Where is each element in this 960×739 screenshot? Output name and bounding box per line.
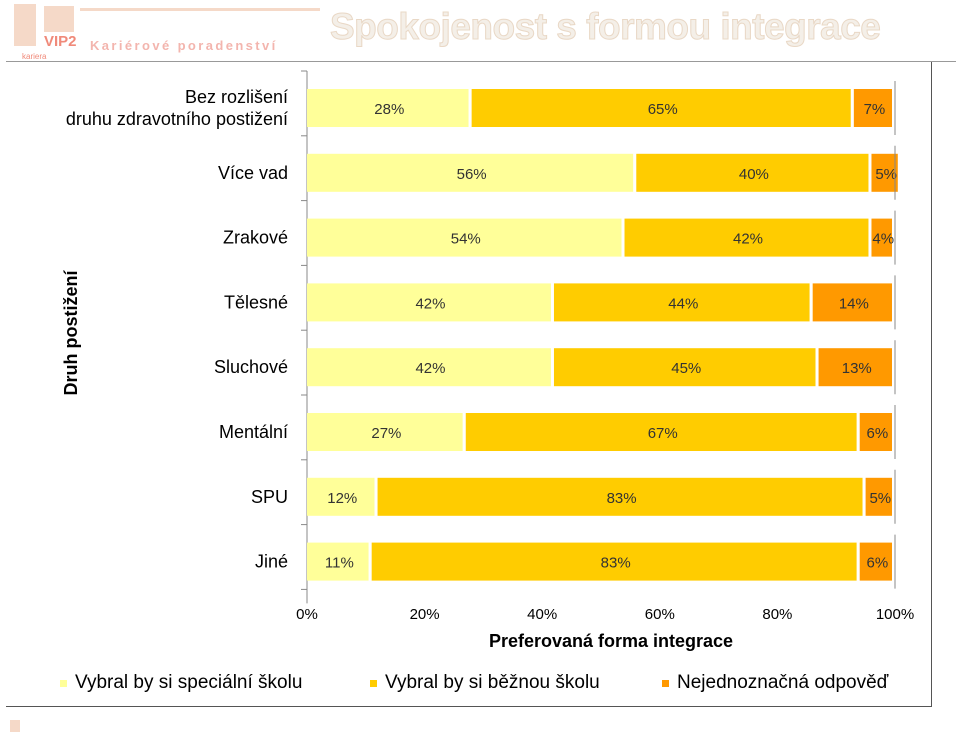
logo-sub: kariera [22,52,47,61]
bar-telesne-series-1 [553,283,810,322]
category-label-telesne: Tělesné [224,292,288,312]
logo-block-right [44,6,74,32]
data-label-vice-vad-series-0: 56% [457,166,487,183]
bar-mentalni-series-1 [465,413,857,451]
bar-telesne-series-2 [812,283,892,322]
bar-bez-rozliseni-series-0 [307,89,469,127]
bar-vice-vad-series-1 [636,153,869,192]
bar-telesne-series-0 [307,283,551,322]
data-label-bez-rozliseni-series-0: 28% [374,101,404,118]
data-label-spu-series-0: 12% [327,490,357,507]
category-label-mentalni: Mentální [219,422,288,442]
x-tick-label: 100% [876,606,914,623]
data-label-jine-series-1: 83% [601,555,631,572]
legend-label-regular: Vybral by si běžnou školu [385,672,600,693]
logo: VIP2 kariera Kariérové poradenství [0,0,330,62]
data-label-zrakove-series-1: 42% [733,231,763,248]
bar-spu-series-2 [865,477,892,516]
data-label-spu-series-1: 83% [607,490,637,507]
category-label-spu: SPU [251,487,288,507]
data-label-telesne-series-2: 14% [839,295,869,312]
chart-frame [6,62,932,707]
category-label-sluchove: Sluchové [214,357,288,377]
data-label-sluchove-series-2: 13% [842,360,872,377]
data-label-sluchove-series-1: 45% [671,360,701,377]
legend-item-regular: Vybral by si běžnou školu [370,672,600,694]
bar-mentalni-series-2 [859,413,892,451]
bar-spu-series-1 [377,477,863,516]
data-label-bez-rozliseni-series-1: 65% [648,101,678,118]
data-label-vice-vad-series-2: 5% [875,166,897,183]
legend-swatch-ambiguous [662,679,669,687]
legend-label-special: Vybral by si speciální školu [75,672,303,693]
bar-bez-rozliseni-series-2 [853,89,892,127]
logo-block-bar [80,8,320,11]
bar-spu-series-0 [307,477,375,516]
x-tick-label: 0% [296,606,318,623]
bar-vice-vad-series-0 [307,153,634,192]
bar-zrakove-series-1 [624,218,869,257]
page-title: Spokojenost s formou integrace [329,6,881,48]
bar-zrakove-series-0 [307,218,622,257]
x-tick-label: 60% [645,606,675,623]
logo-tagline: Kariérové poradenství [90,38,278,53]
data-label-zrakove-series-0: 54% [451,231,481,248]
data-label-spu-series-2: 5% [869,490,891,507]
bar-jine-series-1 [371,542,857,581]
data-label-telesne-series-1: 44% [668,295,698,312]
legend-swatch-special [60,679,67,687]
bar-vice-vad-series-2 [871,153,898,192]
y-axis-title: Druh postižení [61,270,81,396]
bar-bez-rozliseni-series-1 [471,89,851,127]
bar-mentalni-series-0 [307,413,463,451]
x-tick-label: 20% [410,606,440,623]
data-label-bez-rozliseni-series-2: 7% [864,101,886,118]
logo-brand: VIP2 [44,33,77,50]
data-label-jine-series-2: 6% [867,555,889,572]
x-tick-label: 40% [527,606,557,623]
title-divider [6,61,956,62]
legend-item-ambiguous: Nejednoznačná odpověď [662,672,888,694]
legend-label-ambiguous: Nejednoznačná odpověď [677,672,889,693]
logo-block-top [14,4,36,46]
category-label-bez-rozliseni: Bez rozlišení [185,87,288,107]
category-label-zrakove: Zrakové [223,228,288,248]
data-label-mentalni-series-1: 67% [648,425,678,442]
bar-sluchove-series-2 [818,348,892,387]
legend-item-special: Vybral by si speciální školu [60,672,302,694]
bar-sluchove-series-0 [307,348,551,387]
data-label-sluchove-series-0: 42% [415,360,445,377]
category-label-jine: Jiné [255,552,288,572]
bar-jine-series-0 [307,542,369,581]
data-label-mentalni-series-0: 27% [371,425,401,442]
bar-zrakove-series-2 [871,218,892,257]
bar-sluchove-series-1 [553,348,816,387]
category-label-bez-rozliseni: druhu zdravotního postižení [66,109,288,129]
x-axis-title: Preferovaná forma integrace [489,631,733,651]
category-label-vice-vad: Více vad [218,163,288,183]
data-label-zrakove-series-2: 4% [872,231,894,248]
corner-mark [10,720,20,732]
data-label-jine-series-0: 11% [325,555,354,572]
legend-swatch-regular [370,679,377,687]
bar-jine-series-2 [859,542,892,581]
data-label-mentalni-series-2: 6% [867,425,889,442]
data-label-telesne-series-0: 42% [415,295,445,312]
data-label-vice-vad-series-1: 40% [739,166,769,183]
x-tick-label: 80% [762,606,792,623]
